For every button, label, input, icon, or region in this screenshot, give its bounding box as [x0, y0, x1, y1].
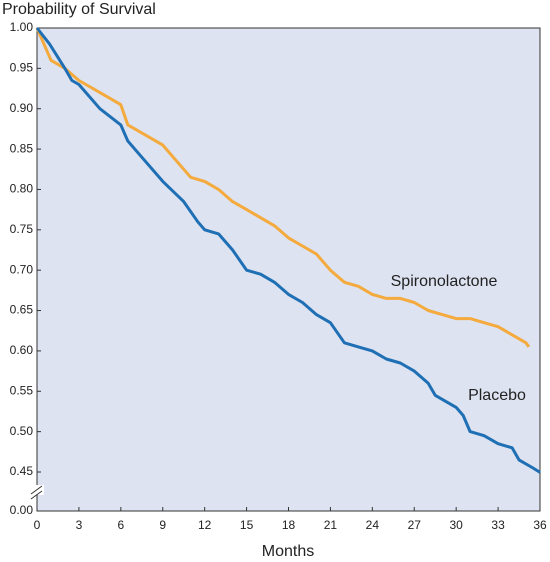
x-tick-label: 18: [282, 518, 296, 532]
chart-title: Probability of Survival: [2, 1, 156, 18]
x-tick-label: 9: [159, 518, 166, 532]
y-tick-label: 0.45: [10, 464, 34, 478]
axis-break-mark: [30, 485, 43, 495]
x-tick-label: 3: [76, 518, 83, 532]
y-tick-label: 0.65: [10, 303, 34, 317]
x-tick-label: 33: [491, 518, 505, 532]
y-tick-label: 0.90: [10, 101, 34, 115]
x-tick-label: 30: [449, 518, 463, 532]
x-tick-label: 15: [240, 518, 254, 532]
series-label: Placebo: [468, 387, 526, 404]
survival-curve: [35, 27, 531, 348]
y-tick-label: 0.00: [10, 503, 34, 517]
y-tick-label: 0.95: [10, 61, 34, 75]
y-tick-label: 0.50: [10, 424, 34, 438]
series-label: Spironolactone: [391, 273, 498, 290]
axis-break-mark: [30, 490, 43, 500]
y-tick-label: 0.70: [10, 262, 34, 276]
y-tick-label: 0.75: [10, 222, 34, 236]
y-tick-label: 0.85: [10, 141, 34, 155]
x-axis-label: Months: [262, 543, 314, 560]
x-tick-label: 36: [533, 518, 547, 532]
y-tick-label: 0.55: [10, 383, 34, 397]
survival-curve: [35, 27, 541, 474]
x-tick-label: 24: [366, 518, 380, 532]
x-tick-label: 21: [324, 518, 338, 532]
x-tick-label: 0: [34, 518, 41, 532]
y-tick-label: 0.80: [10, 182, 34, 196]
x-tick-label: 12: [198, 518, 212, 532]
x-tick-label: 6: [117, 518, 124, 532]
y-tick-label: 1.00: [10, 20, 34, 34]
y-tick-label: 0.60: [10, 343, 34, 357]
x-tick-label: 27: [408, 518, 422, 532]
